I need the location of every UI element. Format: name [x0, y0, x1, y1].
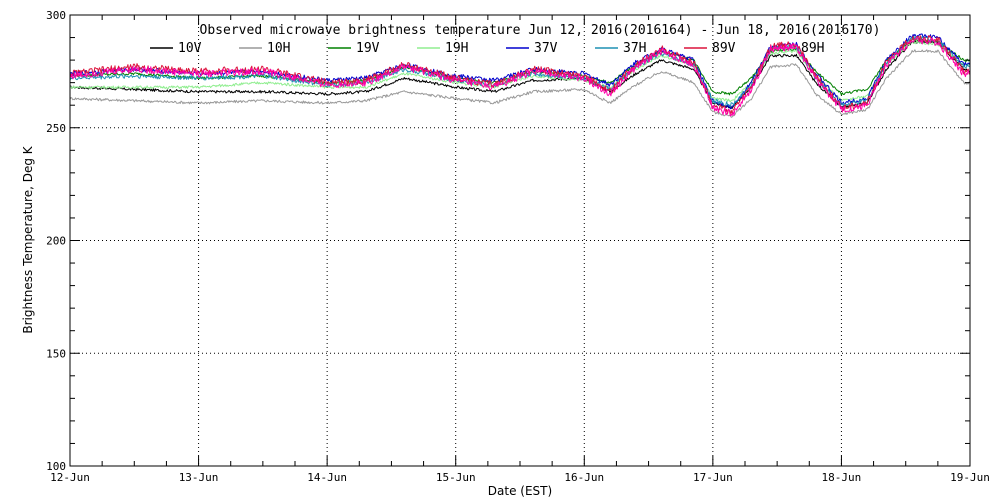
legend-label-37V: 37V	[534, 41, 558, 56]
series-line-89V	[69, 35, 971, 115]
series-line-10V	[70, 40, 971, 109]
y-tick-label-150: 150	[46, 347, 66, 360]
legend-label-10H: 10H	[267, 41, 290, 56]
x-tick-label-13-Jun: 13-Jun	[179, 471, 219, 484]
x-tick-label-18-Jun: 18-Jun	[822, 471, 862, 484]
x-tick-labels: 12-Jun 13-Jun 14-Jun 15-Jun 16-Jun 17-Jun 18-J…	[50, 471, 990, 484]
grid-layer	[70, 15, 970, 466]
y-axis-label: Brightness Temperature, Deg K	[21, 145, 35, 333]
y-tick-label-200: 200	[46, 235, 66, 248]
legend-label-89H: 89H	[801, 41, 824, 56]
x-tick-label-19-Jun: 19-Jun	[950, 471, 990, 484]
x-tick-label-15-Jun: 15-Jun	[436, 471, 476, 484]
series-line-10H	[69, 49, 971, 118]
y-tick-labels: 100 150 200 250 300	[46, 9, 66, 473]
y-tick-label-300: 300	[46, 9, 66, 22]
legend-label-10V: 10V	[178, 41, 202, 56]
legend-label-89V: 89V	[712, 41, 736, 56]
legend-label-19V: 19V	[356, 41, 380, 56]
x-tick-label-12-Jun: 12-Jun	[50, 471, 90, 484]
x-tick-label-17-Jun: 17-Jun	[693, 471, 733, 484]
x-tick-label-14-Jun: 14-Jun	[307, 471, 347, 484]
tick-layer	[69, 14, 971, 467]
series-line-19H	[69, 40, 971, 103]
legend-label-37H: 37H	[623, 41, 646, 56]
series-line-89H	[69, 36, 971, 117]
legend-label-19H: 19H	[445, 41, 468, 56]
y-tick-label-250: 250	[46, 122, 66, 135]
legend: 10V 10H 19V 19H 37V 37H 89V 89H	[150, 41, 824, 56]
chart-title: Observed microwave brightness temperatur…	[200, 23, 881, 38]
y-tick-label-100: 100	[46, 460, 66, 473]
x-axis-label: Date (EST)	[488, 484, 552, 498]
x-tick-label-16-Jun: 16-Jun	[564, 471, 604, 484]
series-layer	[69, 33, 971, 118]
